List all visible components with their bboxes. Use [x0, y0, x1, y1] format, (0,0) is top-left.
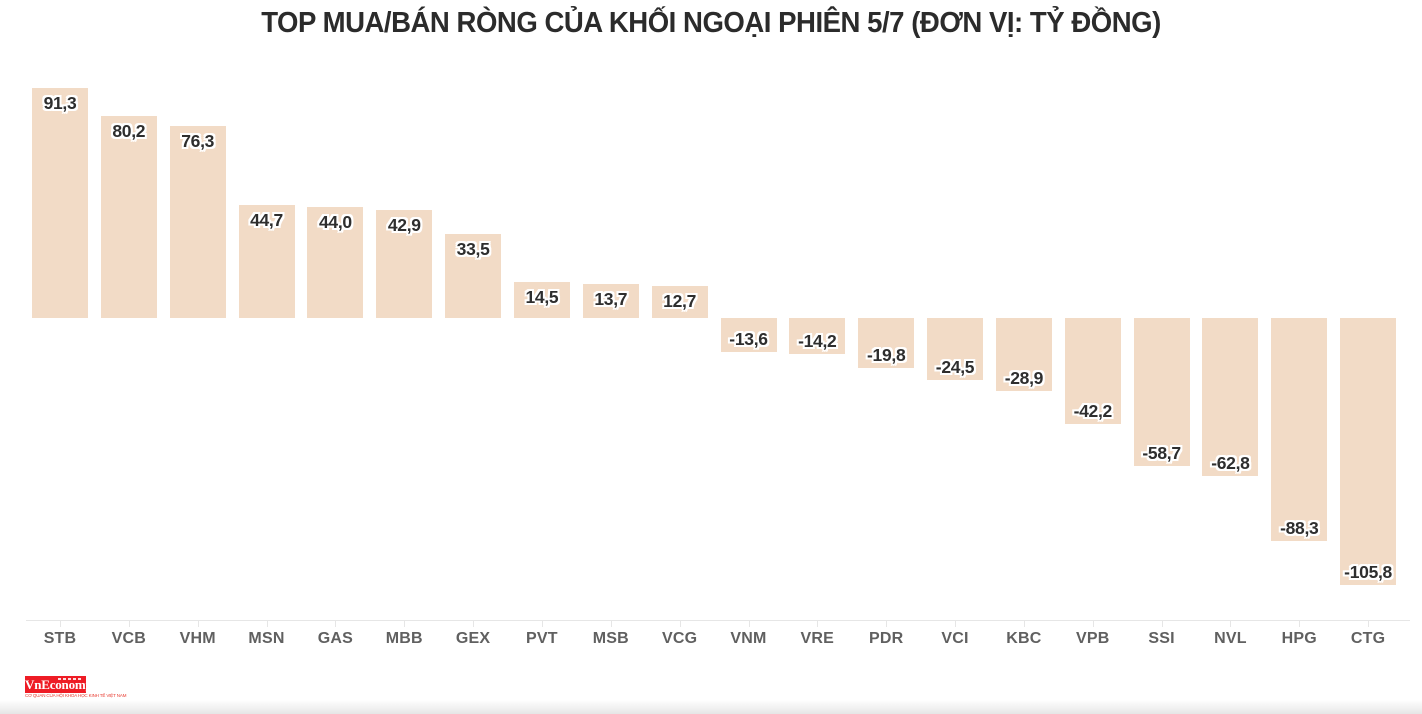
bar-VCB: 80,2	[100, 115, 157, 318]
x-tick-label-MSN: MSN	[248, 630, 285, 647]
x-tick-label-GAS: GAS	[317, 630, 354, 647]
bar-NVL: -62,8	[1202, 318, 1259, 477]
bar-SSI: -58,7	[1133, 318, 1190, 466]
bar-value-label: -14,2	[798, 330, 837, 351]
bar-VCG: 12,7	[651, 286, 708, 318]
bar-STB: 91,3	[32, 87, 88, 318]
x-tick-label-KBC: KBC	[1006, 630, 1042, 647]
bar-value-label: -13,6	[729, 329, 768, 350]
bar-value-label: -88,3	[1280, 517, 1319, 538]
bar-GAS: 44,0	[307, 207, 364, 318]
x-axis-tick-mark	[1161, 620, 1163, 627]
x-axis-tick-mark	[197, 620, 199, 627]
bar-value-label: 42,9	[387, 214, 421, 235]
x-axis-tick-mark	[748, 620, 750, 627]
logo-text: VnEconomy	[25, 677, 92, 692]
bar-value-label: -28,9	[1004, 367, 1044, 388]
bar-MSB: 13,7	[582, 283, 639, 318]
x-tick-label-PVT: PVT	[526, 630, 558, 647]
x-axis-tick-mark	[610, 620, 612, 627]
x-tick-label-HPG: HPG	[1281, 630, 1317, 647]
bar-VPB: -42,2	[1064, 318, 1121, 425]
bar-value-label: 33,5	[456, 238, 490, 259]
bar-MSN: 44,7	[238, 205, 295, 318]
x-axis-tick-mark	[817, 620, 819, 627]
x-tick-label-CTG: CTG	[1350, 630, 1386, 647]
bar-value-label: 80,2	[112, 120, 146, 141]
bar-HPG: -88,3	[1271, 318, 1328, 541]
x-tick-label-VPB: VPB	[1076, 630, 1110, 647]
bar-value-label: 14,5	[525, 286, 559, 307]
bottom-edge-shade	[0, 700, 1422, 714]
bar-MBB: 42,9	[376, 209, 433, 318]
logo-slogan: CƠ QUAN CỦA HỘI KHOA HỌC KINH TẾ VIỆT NA…	[25, 694, 127, 699]
x-tick-label-MSB: MSB	[592, 630, 629, 647]
x-axis-tick-mark	[541, 620, 543, 627]
vneconomy-logo: VnEconomy	[25, 676, 92, 693]
x-axis-tick-mark	[128, 620, 130, 627]
bar-value-label: 44,0	[318, 212, 352, 233]
x-axis-tick-mark	[679, 620, 681, 627]
x-tick-label-PDR: PDR	[868, 630, 904, 647]
x-axis-tick-mark	[1092, 620, 1094, 627]
footer: VnEconomy CƠ QUAN CỦA HỘI KHOA HỌC KINH …	[0, 670, 1422, 714]
x-axis-tick-mark	[1368, 620, 1370, 627]
x-axis-tick-mark	[1023, 620, 1025, 627]
bar-VHM: 76,3	[169, 125, 226, 318]
x-axis-tick-mark	[955, 620, 956, 627]
bar-GEX: 33,5	[445, 233, 502, 318]
bar-value-label: -24,5	[935, 356, 975, 377]
x-axis-tick-mark	[404, 620, 406, 627]
x-tick-label-VCI: VCI	[941, 630, 969, 647]
bar-value-label: 76,3	[181, 130, 215, 151]
x-tick-label-SSI: SSI	[1148, 630, 1175, 647]
bar-CTG: -105,8	[1340, 318, 1397, 585]
bar-VRE: -14,2	[789, 318, 846, 354]
x-axis-tick-mark	[266, 620, 268, 627]
bar-value-label: -42,2	[1073, 401, 1113, 422]
x-axis-tick-mark	[1230, 620, 1232, 627]
bar-value-label: 44,7	[250, 210, 283, 231]
logo-fineprint	[58, 678, 82, 680]
bar-value-label: -105,8	[1344, 561, 1392, 582]
x-tick-label-VCG: VCG	[661, 630, 698, 647]
x-axis-tick-mark	[335, 620, 337, 627]
bar-value-label: 13,7	[594, 288, 628, 309]
x-tick-label-VHM: VHM	[179, 630, 216, 647]
bar-value-label: -58,7	[1142, 442, 1181, 463]
bar-PDR: -19,8	[858, 318, 915, 368]
x-tick-label-VRE: VRE	[800, 630, 835, 647]
x-axis-tick-mark	[60, 620, 61, 627]
x-tick-label-MBB: MBB	[385, 630, 423, 647]
x-axis-tick-mark	[1299, 620, 1301, 627]
x-tick-label-NVL: NVL	[1214, 630, 1247, 647]
x-tick-label-VNM: VNM	[730, 630, 767, 647]
bar-VNM: -13,6	[720, 318, 777, 353]
bar-PVT: 14,5	[513, 281, 570, 318]
x-tick-label-STB: STB	[43, 630, 77, 647]
bar-value-label: 12,7	[663, 291, 697, 311]
x-tick-label-GEX: GEX	[455, 630, 491, 647]
bar-value-label: 91,3	[43, 92, 77, 113]
x-axis-tick-mark	[473, 620, 475, 627]
x-axis-tick-mark	[886, 620, 888, 627]
bar-VCI: -24,5	[927, 318, 983, 380]
bar-KBC: -28,9	[995, 318, 1052, 391]
chart-title: TOP MUA/BÁN RÒNG CỦA KHỐI NGOẠI PHIÊN 5/…	[261, 7, 1161, 39]
x-tick-label-VCB: VCB	[111, 630, 146, 647]
x-axis-line	[26, 620, 1410, 621]
bar-value-label: -19,8	[866, 344, 906, 365]
bar-value-label: -62,8	[1211, 453, 1250, 474]
